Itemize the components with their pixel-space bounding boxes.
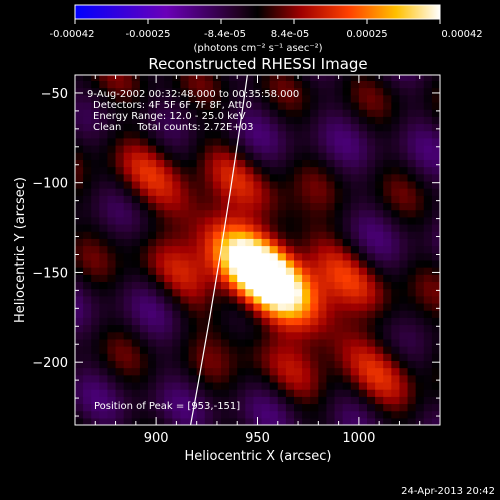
footer-timestamp: 24-Apr-2013 20:42 bbox=[401, 486, 495, 497]
y-tick-label: −150 bbox=[32, 266, 68, 281]
heatmap-image bbox=[75, 75, 440, 425]
colorbar-tick-label: 8.4e-05 bbox=[271, 29, 309, 40]
x-axis-label: Heliocentric X (arcsec) bbox=[185, 449, 332, 464]
annotation-time-range: 9-Aug-2002 00:32:48.000 to 00:35:58.000 bbox=[87, 89, 299, 100]
x-tick-label: 900 bbox=[144, 431, 169, 446]
y-tick-label: −200 bbox=[32, 356, 68, 371]
colorbar-tick-label: -0.00025 bbox=[126, 29, 171, 40]
solar-limb-line bbox=[189, 75, 248, 425]
x-tick-label: 1000 bbox=[342, 431, 375, 446]
y-axis-label: Heliocentric Y (arcsec) bbox=[13, 177, 28, 323]
y-tick-label: −100 bbox=[32, 177, 68, 192]
colorbar-units: (photons cm⁻² s⁻¹ asec⁻²) bbox=[193, 43, 322, 54]
annotation-peak-position: Position of Peak = [953,-151] bbox=[94, 401, 240, 412]
axis-ticks bbox=[74, 74, 441, 425]
colorbar-tick-label: -8.4e-05 bbox=[204, 29, 246, 40]
x-tick-label: 950 bbox=[245, 431, 270, 446]
colorbar bbox=[74, 4, 441, 20]
annotation-energy-range: Energy Range: 12.0 - 25.0 keV bbox=[93, 111, 246, 122]
colorbar-tick-label: -0.00042 bbox=[50, 29, 95, 40]
y-tick-label: −50 bbox=[41, 87, 68, 102]
chart-title: Reconstructed RHESSI Image bbox=[148, 55, 367, 73]
colorbar-tick-label: 0.00025 bbox=[346, 29, 387, 40]
colorbar-tick-label: 0.00042 bbox=[441, 29, 482, 40]
annotation-detectors: Detectors: 4F 5F 6F 7F 8F, Att 0 bbox=[93, 100, 252, 111]
annotation-counts: Clean Total counts: 2.72E+03 bbox=[93, 122, 253, 133]
colorbar-ticks bbox=[74, 19, 441, 24]
